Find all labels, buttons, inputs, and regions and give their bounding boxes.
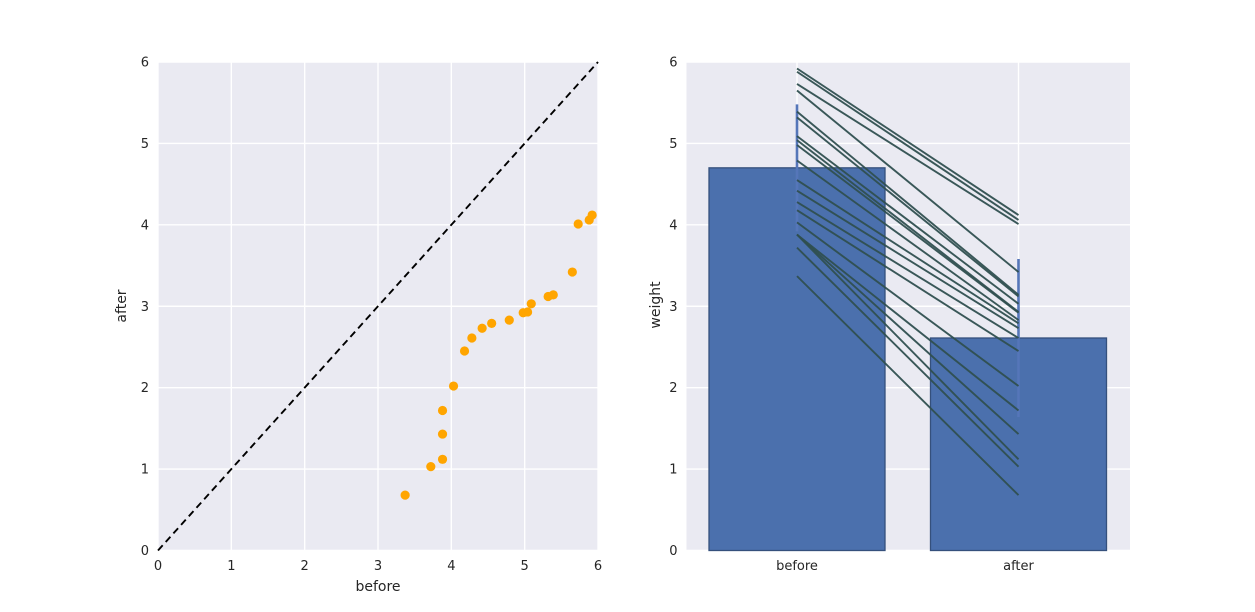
- right-y-tick-label: 5: [669, 137, 677, 152]
- pair-line: [796, 179, 1020, 325]
- scatter-point: [437, 405, 448, 416]
- right-y-tick-label: 6: [669, 56, 677, 71]
- pair-line: [796, 275, 1020, 496]
- right-y-tick-label: 1: [669, 463, 677, 478]
- left-y-tick-label: 3: [141, 300, 149, 315]
- pair-line: [796, 233, 1020, 412]
- scatter-point: [459, 346, 470, 356]
- left-x-tick-label: 5: [521, 559, 529, 574]
- right-plot-ylabel: weight: [648, 281, 664, 329]
- pair-line: [796, 89, 1020, 273]
- left-x-tick-label: 3: [374, 559, 382, 574]
- pair-line: [796, 189, 1020, 330]
- scatter-point: [567, 267, 577, 277]
- pair-line: [796, 201, 1019, 339]
- right-y-tick-label: 0: [669, 544, 677, 559]
- left-x-tick-label: 2: [301, 559, 309, 574]
- scatter-point: [437, 454, 448, 464]
- left-x-tick-label: 4: [447, 559, 455, 574]
- pair-line: [796, 110, 1020, 296]
- right-y-tick-label: 2: [669, 381, 677, 396]
- scatter-point: [523, 307, 533, 317]
- right-y-tick-label: 3: [669, 300, 677, 315]
- pair-line: [796, 233, 1020, 460]
- identity-dashed-line: [157, 61, 599, 552]
- right-x-tick-label: after: [1003, 559, 1034, 574]
- left-y-tick-label: 5: [141, 137, 149, 152]
- scatter-point: [487, 318, 497, 328]
- pair-line: [796, 139, 1020, 313]
- scatter-point: [426, 462, 436, 472]
- left-x-tick-label: 1: [227, 559, 235, 574]
- pair-line: [796, 67, 1020, 216]
- scatter-point: [467, 333, 477, 343]
- pair-line: [796, 159, 1020, 321]
- left-x-tick-label: 6: [594, 559, 602, 574]
- pair-line: [796, 209, 1020, 352]
- scatter-point: [400, 490, 410, 500]
- pair-line: [796, 246, 1020, 468]
- scatter-point: [437, 429, 448, 439]
- pair-line: [796, 221, 1020, 387]
- scatter-point: [448, 381, 459, 391]
- pair-line: [796, 135, 1020, 305]
- scatter-point: [548, 290, 558, 300]
- left-plot-xlabel: before: [355, 579, 401, 595]
- scatter-point: [477, 323, 487, 333]
- scatter-point: [504, 315, 514, 325]
- right-y-tick-label: 4: [669, 218, 677, 233]
- pair-line: [796, 233, 1020, 435]
- left-y-tick-label: 6: [141, 56, 149, 71]
- bar-before: [708, 167, 886, 552]
- left-x-tick-label: 0: [154, 559, 162, 574]
- left-y-tick-label: 4: [141, 218, 149, 233]
- pair-line: [796, 70, 1020, 221]
- left-plot-ylabel: after: [114, 289, 130, 323]
- scatter-point: [587, 210, 597, 220]
- pair-line: [796, 116, 1020, 298]
- scatter-point: [526, 299, 536, 309]
- pair-line: [796, 83, 1020, 225]
- scatter-point: [573, 219, 583, 229]
- pair-line: [796, 144, 1020, 314]
- left-y-tick-label: 0: [141, 544, 149, 559]
- right-x-tick-label: before: [776, 559, 818, 574]
- left-y-tick-label: 2: [141, 381, 149, 396]
- left-y-tick-label: 1: [141, 463, 149, 478]
